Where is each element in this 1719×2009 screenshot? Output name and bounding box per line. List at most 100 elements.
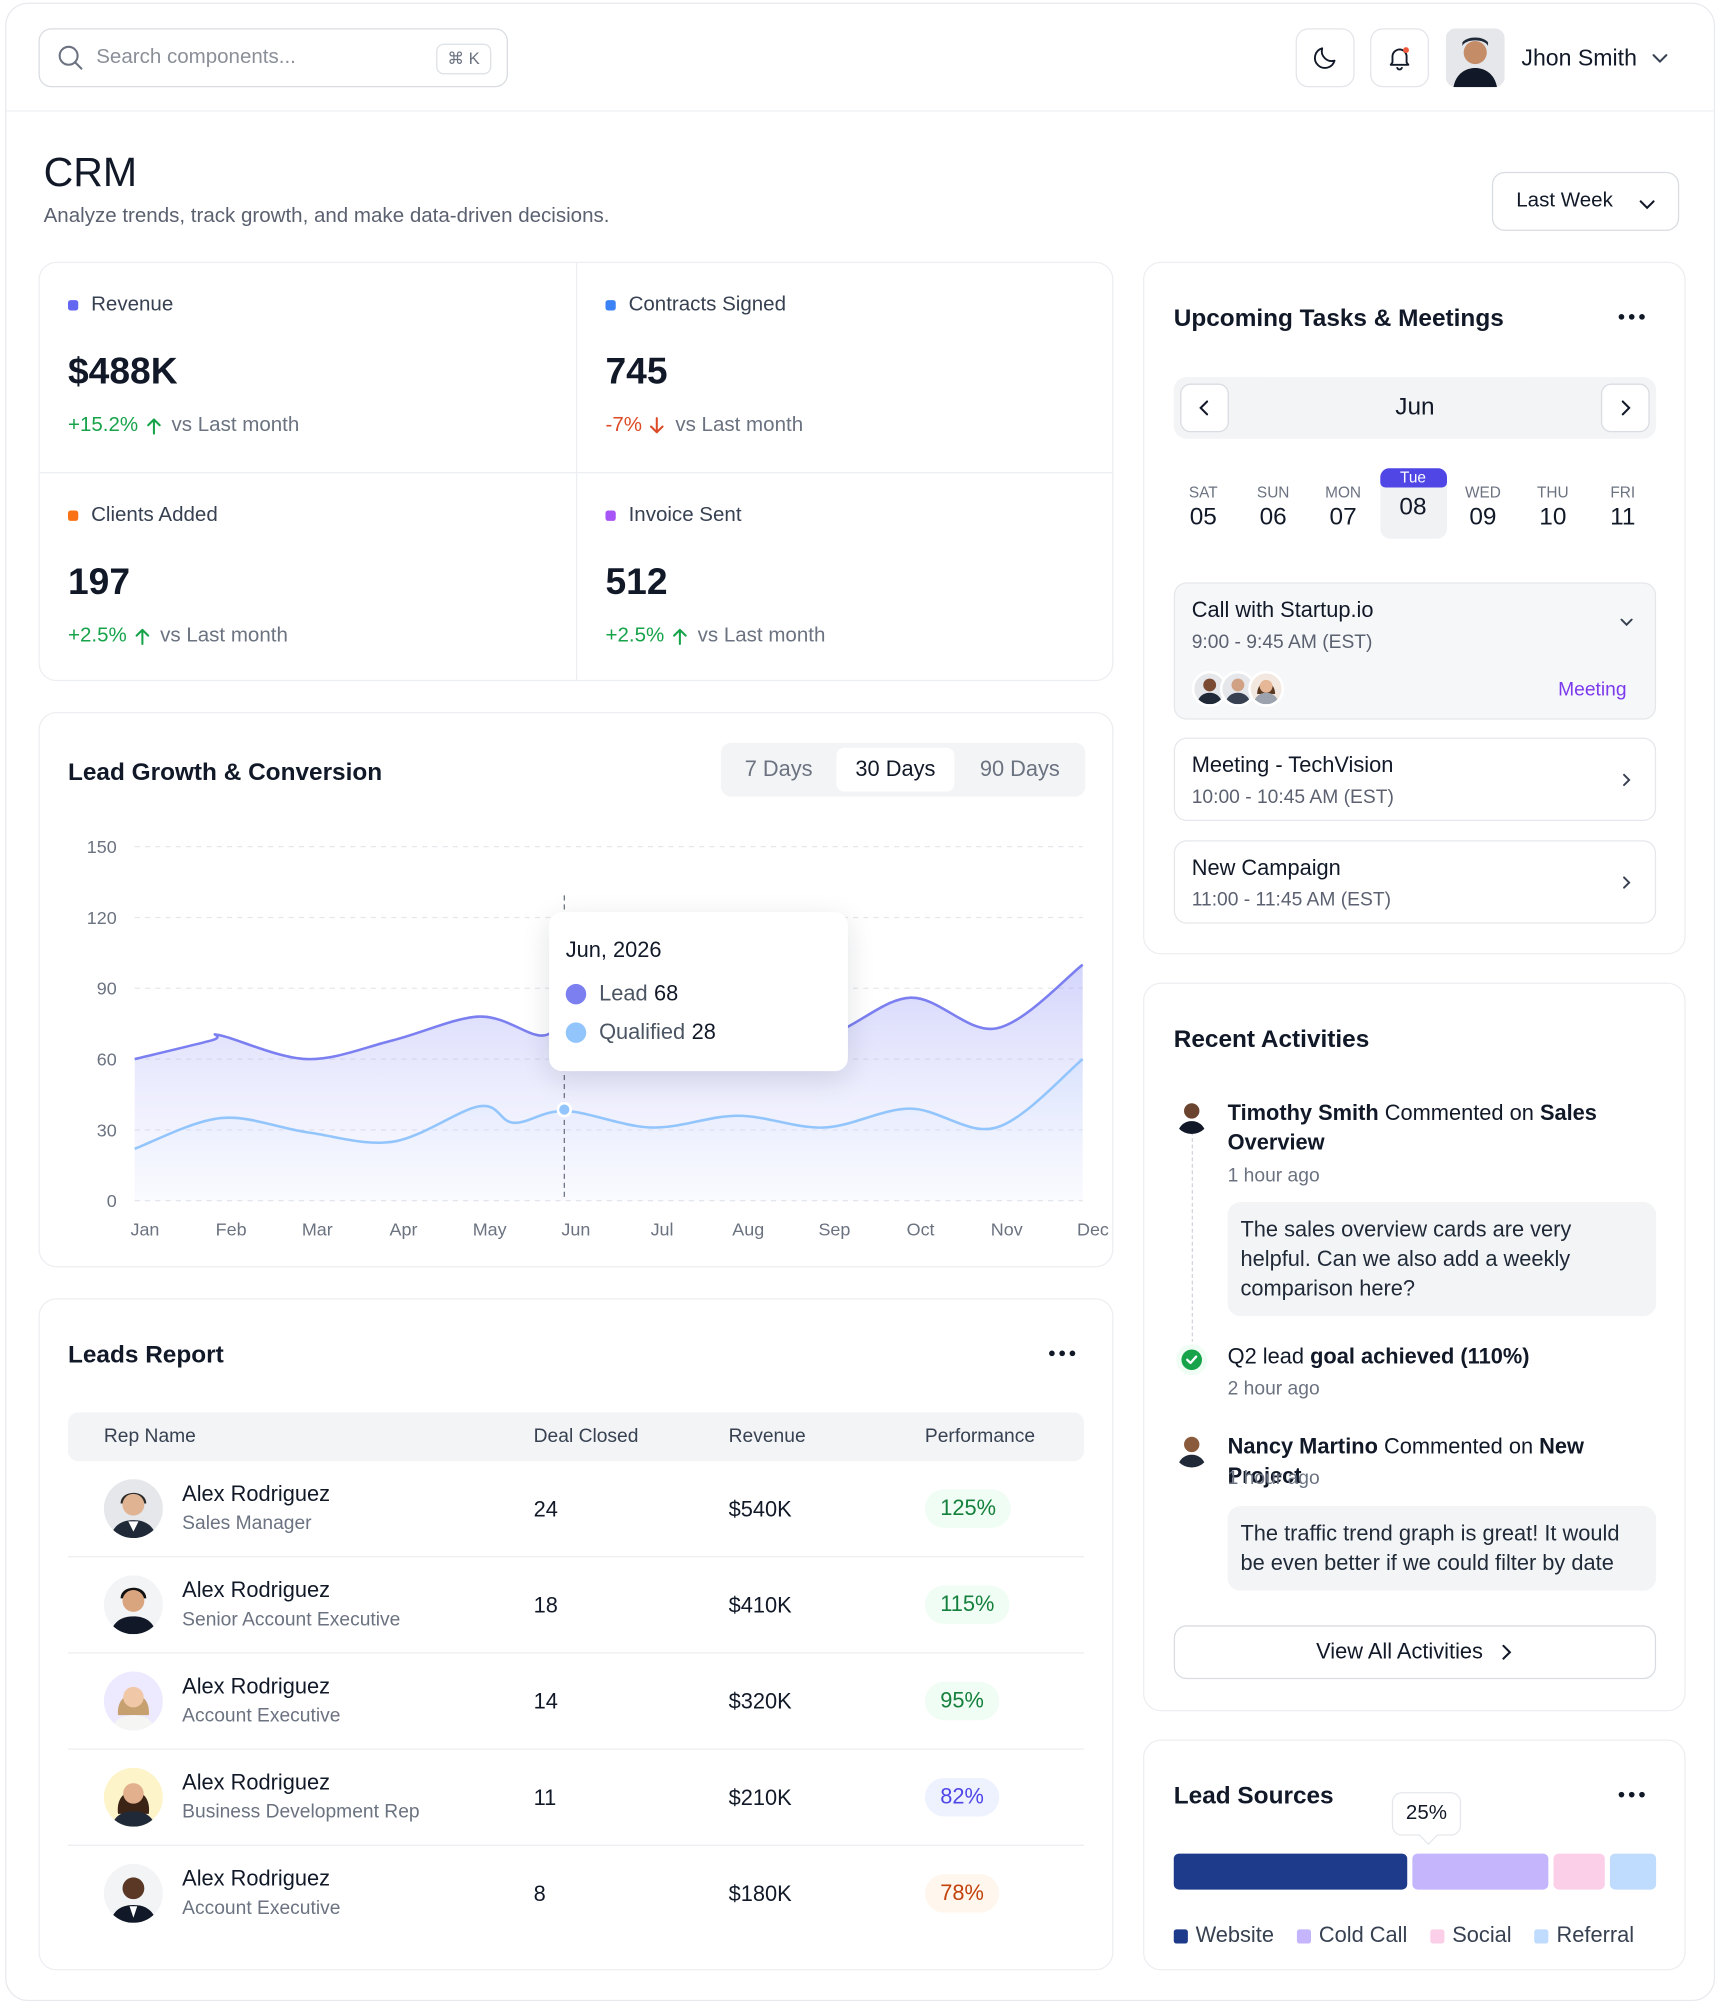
activity-time: 1 hour ago [1227,1467,1320,1490]
stat-delta: +2.5% vs Last month [68,625,555,648]
day-sat[interactable]: SAT 05 [1170,472,1237,539]
stat-compare: vs Last month [675,414,804,437]
more-options-icon[interactable] [1616,312,1647,322]
table-row[interactable]: Alex Rodriguez Account Executive 8 $180K 78% [68,1846,1084,1942]
range-7-days[interactable]: 7 Days [744,756,813,782]
chevron-right-icon [1502,1644,1512,1660]
chevron-down-icon[interactable] [1619,614,1634,629]
rep-name: Alex Rodriguez [182,1577,331,1603]
more-options-icon[interactable] [1616,1790,1647,1800]
tooltip-lead: Lead 68 [565,981,678,1007]
day-number: 06 [1259,504,1287,532]
rep-role: Account Executive [182,1897,341,1920]
range-90-days[interactable]: 90 Days [979,756,1060,782]
x-tick-label: Apr [390,1219,418,1239]
source-segment-social[interactable] [1552,1853,1605,1890]
theme-toggle-button[interactable] [1295,28,1355,88]
avatar [103,1479,163,1539]
day-fri[interactable]: FRI 11 [1589,472,1656,539]
day-wed[interactable]: WED 09 [1450,472,1517,539]
col-deal-closed[interactable]: Deal Closed [533,1425,639,1447]
avatar [1173,1098,1210,1134]
lead-chart-title: Lead Growth & Conversion [67,759,383,787]
event-new-campaign[interactable]: New Campaign 11:00 - 11:45 AM (EST) [1173,840,1657,924]
segment-tooltip: 25% [1391,1792,1462,1836]
prev-month-button[interactable] [1180,383,1229,433]
search-input[interactable]: Search components... ⌘ K [38,28,508,88]
legend-label: Referral [1556,1922,1635,1948]
bell-icon [1389,47,1410,71]
deal-closed: 24 [533,1497,558,1522]
activity-target[interactable]: Sales Overview [1227,1100,1597,1155]
avatar [103,1671,163,1731]
stat-label-text: Revenue [91,293,174,316]
day-name: SUN [1256,483,1290,502]
activity-verb: Commented on [1384,1100,1534,1126]
performance-badge: 115% [924,1585,1010,1625]
avatar [103,1575,163,1635]
page-title: CRM [43,148,138,195]
stat-label-text: Contracts Signed [628,293,787,316]
performance-badge: 125% [924,1489,1012,1528]
stat-change: +2.5% [605,624,665,647]
table-row[interactable]: Alex Rodriguez Account Executive 14 $320K 95… [67,1654,1084,1750]
revenue-value: $210K [728,1785,792,1811]
view-all-activities-button[interactable]: View All Activities [1173,1625,1657,1680]
event-title: New Campaign [1191,855,1341,881]
activities-title: Recent Activities [1173,1026,1370,1054]
period-select[interactable]: Last Week [1491,171,1680,231]
table-row[interactable]: Alex Rodriguez Senior Account Executive 18… [67,1557,1084,1654]
avatar [103,1863,163,1923]
page-subtitle: Analyze trends, track growth, and make d… [43,205,610,228]
source-segment-referral[interactable] [1609,1853,1657,1890]
activity-time: 1 hour ago [1227,1164,1320,1187]
avatar [1248,670,1285,707]
series-area-qualified [134,1059,1083,1201]
col-rep-name[interactable]: Rep Name [103,1425,196,1447]
activity-actor[interactable]: Timothy Smith [1227,1100,1379,1126]
qualified-dot [565,1022,587,1043]
month-label: Jun [1395,393,1435,421]
legend-label: Social [1452,1922,1512,1948]
day-number: 05 [1189,504,1217,532]
activity-target[interactable]: New Project [1227,1434,1585,1489]
user-name: Jhon Smith [1521,44,1637,70]
legend-swatch [1534,1928,1549,1943]
event-meeting-techvision[interactable]: Meeting - TechVision 10:00 - 10:45 AM (E… [1173,737,1657,821]
activity-actor[interactable]: Nancy Martino [1227,1434,1378,1459]
more-options-icon[interactable] [1047,1348,1078,1358]
range-30-days[interactable]: 30 Days [836,747,955,792]
source-segment-cold-call[interactable] [1412,1853,1548,1890]
activity-comment: The sales overview cards are very helpfu… [1227,1201,1657,1317]
table-row[interactable]: Alex Rodriguez Business Development Rep 11… [67,1750,1084,1846]
rep-name: Alex Rodriguez [182,1866,331,1891]
next-month-button[interactable] [1600,383,1650,433]
day-sun[interactable]: SUN 06 [1240,472,1307,539]
tooltip-title: Jun, 2026 [565,937,662,963]
day-thu[interactable]: THU 10 [1519,472,1586,539]
search-icon [58,45,83,70]
source-segment-website[interactable] [1173,1853,1408,1890]
col-performance[interactable]: Performance [924,1425,1036,1447]
tasks-card: Upcoming Tasks & Meetings Jun SAT 05 SUN 06… [1142,261,1686,955]
col-revenue[interactable]: Revenue [728,1425,806,1447]
rep-role: Senior Account Executive [182,1608,401,1631]
stat-label: Revenue [67,293,555,317]
day-name: FRI [1610,483,1636,502]
stat-color-dot [605,510,616,521]
stats-card: Revenue $488K +15.2% vs Last month Contract… [38,261,1114,682]
notifications-button[interactable] [1370,28,1430,88]
chevron-right-icon [1623,876,1631,889]
top-bar: Search components... ⌘ K Jhon Smith [6,4,1714,112]
user-menu[interactable]: Jhon Smith [1445,28,1671,88]
day-mon[interactable]: MON 07 [1310,472,1377,539]
tooltip-qualified-label: Qualified [599,1019,686,1045]
leads-report-card: Leads Report Rep Name Deal Closed Revenu… [38,1298,1114,1971]
table-row[interactable]: Alex Rodriguez Sales Manager 24 $540K 125% [67,1461,1084,1558]
day-tue[interactable]: Tue 08 [1379,468,1447,539]
event-call-startup[interactable]: Call with Startup.io 9:00 - 9:45 AM (EST… [1173,582,1657,720]
stat-value: 197 [67,561,131,603]
day-number: 08 [1399,493,1427,521]
x-tick-label: Feb [216,1219,247,1239]
day-number: 07 [1329,504,1357,532]
